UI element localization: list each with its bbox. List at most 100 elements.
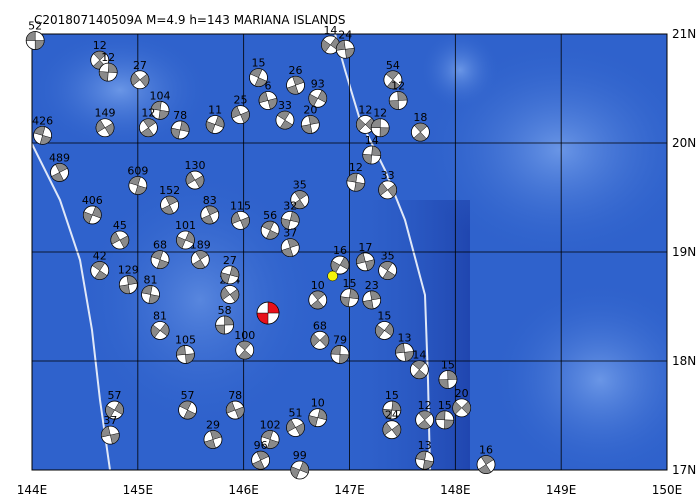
depth-label: 17 <box>358 241 372 254</box>
depth-label: 42 <box>93 250 107 263</box>
focal-mechanism <box>415 450 435 470</box>
depth-label: 68 <box>313 319 327 332</box>
compression-quadrant <box>192 250 209 269</box>
focal-mechanism <box>290 190 310 210</box>
depth-label: 23 <box>365 279 379 292</box>
depth-label: 99 <box>293 449 307 462</box>
depth-label: 20 <box>303 103 317 116</box>
depth-label: 12 <box>358 103 372 116</box>
depth-label: 189 <box>190 239 211 252</box>
focal-mechanism <box>150 100 170 120</box>
main-event <box>256 301 280 325</box>
compression-quadrant <box>438 370 458 389</box>
compression-quadrant <box>301 115 320 134</box>
depth-label: 102 <box>260 418 281 431</box>
focal-mechanism <box>258 91 278 110</box>
depth-label: 81 <box>153 309 167 322</box>
depth-label: 609 <box>127 165 148 178</box>
focal-mechanism <box>321 35 340 55</box>
lon-label: 146E <box>228 483 259 497</box>
focal-mechanism <box>128 176 148 195</box>
depth-label: 16 <box>333 244 347 257</box>
compression-quadrant <box>378 182 397 198</box>
lon-label: 145E <box>123 483 154 497</box>
compression-quadrant <box>261 220 279 240</box>
depth-label: 12 <box>418 399 432 412</box>
focal-mechanism <box>308 290 328 310</box>
lon-label: 144E <box>17 483 48 497</box>
compression-quadrant <box>204 430 222 449</box>
compression-quadrant <box>170 120 190 140</box>
focal-mechanism <box>25 31 45 50</box>
focal-mechanism <box>249 68 268 87</box>
depth-label: 152 <box>159 184 180 197</box>
focal-mechanism <box>150 321 170 340</box>
depth-label: 100 <box>234 329 255 342</box>
depth-label: 14 <box>412 349 426 362</box>
compression-quadrant <box>179 400 196 420</box>
focal-mechanism <box>118 275 138 295</box>
depth-label: 26 <box>289 64 303 77</box>
compression-quadrant <box>290 461 309 479</box>
map-title: C201807140509A M=4.9 h=143 MARIANA ISLAN… <box>34 13 346 27</box>
station <box>327 270 338 282</box>
compression-quadrant <box>388 91 408 110</box>
focal-mechanism <box>90 261 110 280</box>
compression-quadrant <box>362 290 381 310</box>
compression-quadrant <box>382 400 402 420</box>
compression-quadrant <box>98 62 118 82</box>
focal-mechanism <box>185 170 205 190</box>
compression-quadrant <box>340 288 359 307</box>
depth-label: 25 <box>233 94 247 107</box>
depth-label: 20 <box>455 387 469 400</box>
map-frame <box>31 33 668 471</box>
depth-label: 12 <box>349 161 363 174</box>
compression-quadrant <box>280 211 300 230</box>
focal-mechanism <box>260 430 280 449</box>
depth-label: 10 <box>311 279 325 292</box>
depth-label: 45 <box>113 219 127 232</box>
compression-quadrant <box>382 422 402 438</box>
focal-mechanism <box>105 400 124 420</box>
depth-label: 33 <box>278 99 292 112</box>
compression-quadrant <box>412 360 427 379</box>
depth-label: 27 <box>133 59 147 72</box>
compression-quadrant <box>201 205 219 225</box>
focal-mechanism <box>170 120 190 140</box>
depth-label: 426 <box>32 114 53 127</box>
depth-label: 51 <box>289 406 303 419</box>
compression-quadrant <box>286 419 305 436</box>
compression-quadrant <box>413 122 428 142</box>
focal-mechanism <box>280 210 300 230</box>
focal-mechanism <box>176 345 195 364</box>
compression-quadrant <box>395 343 414 362</box>
focal-mechanism <box>330 345 350 364</box>
depth-label: 56 <box>263 209 277 222</box>
focal-mechanism <box>435 410 455 430</box>
compression-quadrant <box>261 430 280 449</box>
compression-quadrant <box>478 455 494 474</box>
focal-mechanism <box>176 230 195 250</box>
compression-quadrant <box>249 68 268 87</box>
compression-quadrant <box>130 72 150 88</box>
depth-label: 14 <box>365 134 379 147</box>
compression-quadrant <box>370 118 390 137</box>
compression-quadrant <box>356 252 375 271</box>
compression-quadrant <box>291 190 308 209</box>
compression-quadrant <box>176 345 195 364</box>
depth-label: 78 <box>228 389 242 402</box>
focal-mechanism <box>203 430 223 449</box>
compression-quadrant <box>310 333 330 348</box>
focal-mechanism <box>476 455 496 474</box>
depth-label: 33 <box>381 169 395 182</box>
focal-mechanism <box>100 425 120 445</box>
compression-quadrant <box>220 286 240 303</box>
focal-mechanism <box>235 340 255 360</box>
focal-mechanism <box>382 420 402 440</box>
depth-label: 101 <box>175 219 196 232</box>
focal-mechanism <box>205 115 225 134</box>
focal-mechanism <box>251 450 271 470</box>
depth-label: 96 <box>254 439 268 452</box>
focal-mechanism <box>290 460 310 480</box>
focal-mechanism <box>200 205 220 225</box>
